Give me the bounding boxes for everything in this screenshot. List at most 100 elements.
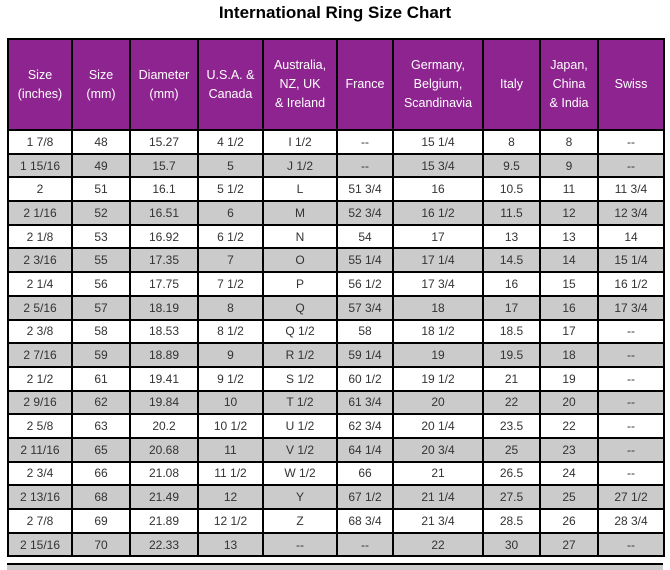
table-cell: 18.53 [129,318,199,345]
table-cell: 20 [539,389,599,416]
table-cell: 13 [539,223,599,250]
table-cell: 22 [392,531,484,558]
table-cell: 16.1 [129,176,199,203]
table-cell: 21.89 [129,508,199,534]
table-cell: -- [597,531,665,558]
column-header-8: Italy [482,38,541,131]
table-cell: M [262,200,338,226]
table-cell: 2 7/16 [7,342,73,368]
table-cell: 52 [71,200,131,226]
table-cell: 12 1/2 [197,508,264,534]
table-cell: N [262,223,338,250]
table-cell: 1 7/8 [7,129,73,155]
table-cell: V 1/2 [262,436,338,463]
table-cell: -- [597,436,665,463]
column-header-10: Swiss [597,38,665,131]
table-cell: 2 1/8 [7,223,73,250]
table-cell: 15 [539,271,599,297]
column-header-9: Japan, China & India [539,38,599,131]
table-cell: 17 [482,294,541,321]
table-cell: 20 3/4 [392,436,484,463]
column-header-3: Diameter (mm) [129,38,199,131]
table-cell: 9.5 [482,152,541,179]
table-cell: 11 1/2 [197,460,264,487]
table-cell: 15 1/4 [597,247,665,274]
cutoff-next-row [7,563,663,570]
table-cell: 12 [197,484,264,510]
table-row: 2 1/16 52 16.51 6 M 52 3/4 16 1/2 11.5 12 12 3/4 [7,200,665,226]
table-cell: 2 15/16 [7,531,73,558]
table-cell: 2 7/8 [7,508,73,534]
table-cell: 26 [539,508,599,534]
table-cell: 48 [71,129,131,155]
table-cell: Q [262,294,338,321]
table-cell: 64 1/4 [336,436,394,463]
table-cell: 70 [71,531,131,558]
table-cell: Q 1/2 [262,318,338,345]
table-cell: 16 [392,176,484,203]
table-cell: 23 [539,436,599,463]
table-cell: 27.5 [482,484,541,510]
column-header-6: France [336,38,394,131]
table-cell: 66 [336,460,394,487]
table-row: 2 51 16.1 5 1/2 L 51 3/4 16 10.5 11 11 3/4 [7,176,665,203]
table-cell: 51 [71,176,131,203]
table-cell: 20 [392,389,484,416]
table-cell: P [262,271,338,297]
table-cell: 18.19 [129,294,199,321]
table-row: 2 7/16 59 18.89 9 R 1/2 59 1/4 19 19.5 18 -- [7,342,665,368]
table-cell: 61 3/4 [336,389,394,416]
table-cell: 22 [539,413,599,439]
table-cell: 22.33 [129,531,199,558]
table-row: 2 3/8 58 18.53 8 1/2 Q 1/2 58 18 1/2 18.5 17 -- [7,318,665,345]
table-cell: 2 3/4 [7,460,73,487]
table-cell: 69 [71,508,131,534]
table-cell: 8 [539,129,599,155]
table-row: 2 1/8 53 16.92 6 1/2 N 54 17 13 13 14 [7,223,665,250]
table-cell: 62 [71,389,131,416]
table-cell: 10 1/2 [197,413,264,439]
column-header-5: Australia, NZ, UK & Ireland [262,38,338,131]
ring-size-table: Size (inches) Size (mm) Diameter (mm) U.S.A… [7,38,665,558]
table-cell: 54 [336,223,394,250]
table-cell: U 1/2 [262,413,338,439]
table-cell: 27 1/2 [597,484,665,510]
table-cell: 11 [197,436,264,463]
table-cell: -- [336,129,394,155]
table-cell: 59 1/4 [336,342,394,368]
table-cell: -- [262,531,338,558]
table-cell: -- [597,129,665,155]
table-cell: 15 3/4 [392,152,484,179]
table-cell: 8 1/2 [197,318,264,345]
table-cell: 15 1/4 [392,129,484,155]
table-body: 1 7/8 48 15.27 4 1/2 I 1/2 -- 15 1/4 8 8 -- 1 15/1… [7,129,665,558]
table-cell: 2 3/16 [7,247,73,274]
table-cell: 66 [71,460,131,487]
table-cell: 2 11/16 [7,436,73,463]
table-cell: 55 1/4 [336,247,394,274]
table-row: 2 9/16 62 19.84 10 T 1/2 61 3/4 20 22 20 -- [7,389,665,416]
table-cell: 5 [197,152,264,179]
table-cell: S 1/2 [262,365,338,392]
table-cell: Z [262,508,338,534]
column-header-2: Size (mm) [71,38,131,131]
table-cell: 63 [71,413,131,439]
table-cell: 16.51 [129,200,199,226]
table-cell: 20.68 [129,436,199,463]
table-cell: 65 [71,436,131,463]
table-cell: 16.92 [129,223,199,250]
table-cell: 2 5/8 [7,413,73,439]
column-header-7: Germany, Belgium, Scandinavia [392,38,484,131]
table-cell: 17 1/4 [392,247,484,274]
table-cell: 7 [197,247,264,274]
table-cell: 20.2 [129,413,199,439]
table-cell: 10.5 [482,176,541,203]
table-cell: 68 3/4 [336,508,394,534]
table-cell: 19.5 [482,342,541,368]
table-cell: 18 [392,294,484,321]
table-cell: 56 1/2 [336,271,394,297]
table-cell: 55 [71,247,131,274]
table-cell: 25 [482,436,541,463]
table-cell: -- [597,318,665,345]
table-cell: 18 1/2 [392,318,484,345]
